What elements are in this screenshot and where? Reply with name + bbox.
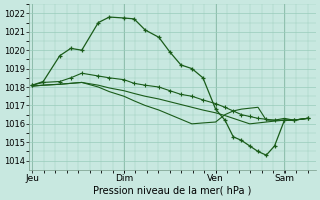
X-axis label: Pression niveau de la mer( hPa ): Pression niveau de la mer( hPa ) — [93, 186, 252, 196]
